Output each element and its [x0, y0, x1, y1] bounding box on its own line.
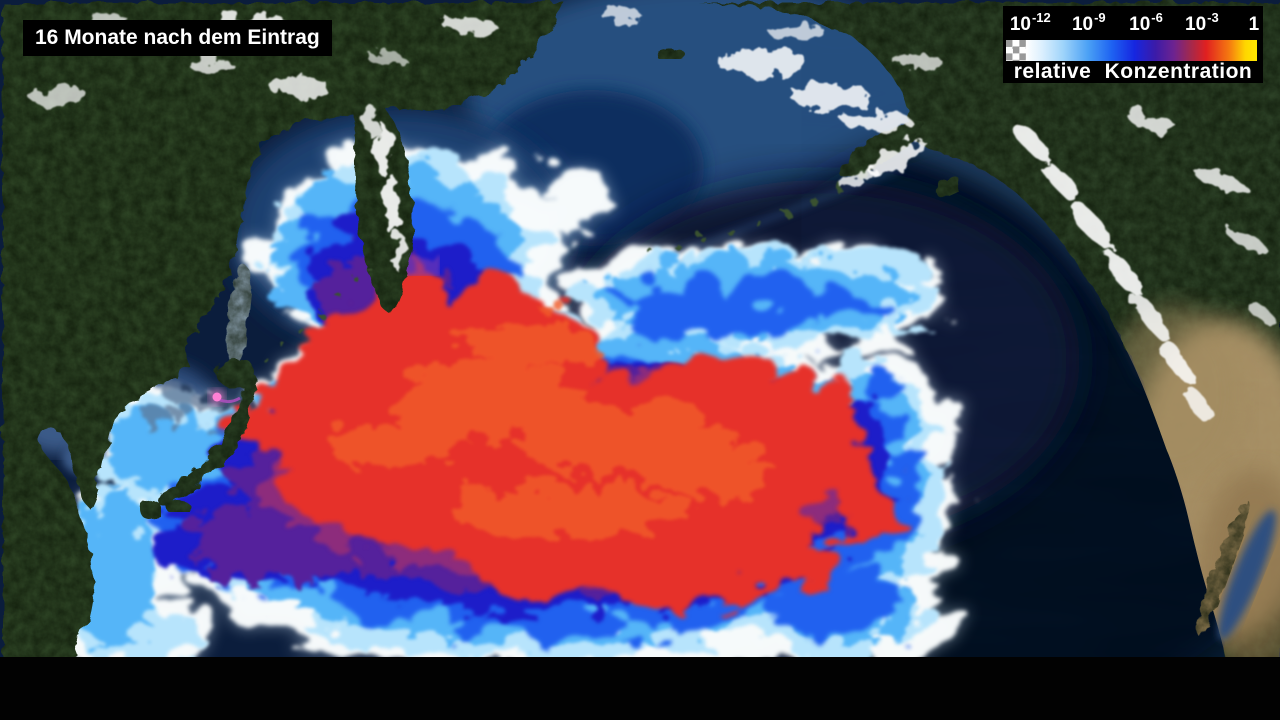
island-shikoku — [163, 499, 189, 511]
cloud-cover — [28, 7, 1275, 422]
bottom-letterbox-bar — [0, 657, 1280, 720]
legend-tick: 1 — [1249, 15, 1260, 34]
tick-base: 10 — [1185, 14, 1207, 35]
island-kyushu — [139, 497, 159, 519]
colorbar — [1006, 40, 1257, 61]
tick-base: 10 — [1009, 14, 1031, 35]
time-label: 16 Monate nach dem Eintrag — [23, 20, 332, 56]
legend-title: relative Konzentration — [1013, 60, 1253, 83]
concentration-plume — [46, 133, 945, 664]
island-sakhalin — [224, 262, 250, 362]
colorbar-transparency-checker — [1006, 40, 1026, 61]
tick-base: 10 — [1071, 14, 1094, 35]
tick-base: 1 — [1248, 14, 1260, 35]
baja-california — [1195, 497, 1249, 633]
gulf-of-california — [1218, 509, 1276, 641]
st-lawrence-island — [653, 46, 683, 58]
landmasses — [0, 0, 1280, 662]
legend: 10-12 10-9 10-6 10-3 1 relative Konzentr… — [1003, 6, 1263, 83]
legend-tick: 10-6 — [1129, 11, 1163, 35]
legend-tick: 10-9 — [1071, 11, 1106, 35]
tick-base: 10 — [1129, 14, 1151, 35]
plume-orange-highlights — [320, 308, 772, 526]
kodiak-island — [931, 175, 961, 197]
tick-exponent: -6 — [1151, 10, 1163, 25]
colorbar-tick-row: 10-12 10-9 10-6 10-3 1 — [1003, 6, 1263, 40]
kuril-islands — [259, 263, 369, 359]
land-eurasia — [0, 0, 562, 662]
island-honshu — [154, 373, 258, 504]
tick-exponent: -12 — [1031, 10, 1051, 25]
legend-tick: 10-3 — [1185, 11, 1219, 35]
legend-tick: 10-12 — [1009, 11, 1051, 35]
colorbar-gradient — [1026, 40, 1257, 61]
alaska-peninsula — [837, 119, 919, 177]
tick-exponent: -3 — [1207, 10, 1219, 25]
tick-exponent: -9 — [1094, 10, 1106, 25]
source-marker — [209, 389, 241, 405]
